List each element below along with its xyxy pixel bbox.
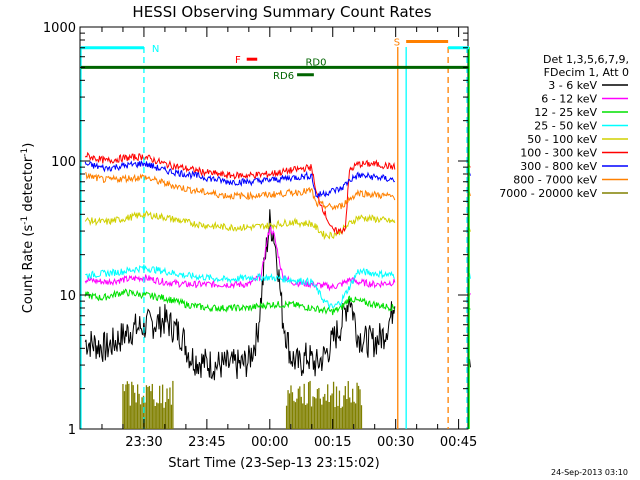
y-axis-label-part: -1 [20,216,30,225]
x-tick-label: 00:45 [440,435,477,450]
y-axis-label-part: Count Rate (s [21,225,36,314]
plot-frame [79,26,469,430]
flag-label: N [152,44,159,55]
footer-timestamp: 24-Sep-2013 03:10 [551,468,628,477]
chart-title: HESSI Observing Summary Count Rates [132,3,431,21]
x-tick-label: 23:30 [125,435,162,450]
legend-entry-label: 7000 - 20000 keV [499,187,597,200]
series-line [84,210,471,241]
axis-layer: 23:30 23:45 00:00 00:15 00:30 00:45 1 10 100 1000 [43,21,477,450]
y-axis-label: Count Rate (s-1 detector-1) [20,143,36,314]
legend-entry-label: 6 - 12 keV [541,93,597,106]
series-line [85,172,471,211]
legend-header: FDecim 1, Att 0 [544,66,629,79]
flag-label: F [235,55,241,66]
series-line [84,226,471,298]
flag-label: RD0 [305,57,326,68]
legend-entry-label: 50 - 100 keV [527,133,597,146]
legend-entry-label: 3 - 6 keV [548,79,597,92]
legend-entry-label: 12 - 25 keV [534,106,597,119]
legend-entry-label: 25 - 50 keV [534,120,597,133]
series-layer [84,151,471,429]
x-axis-label: Start Time (23-Sep-13 23:15:02) [168,456,379,471]
y-axis-label-part: detector [21,156,36,216]
series-line [84,159,471,199]
y-tick-label: 10 [59,289,76,304]
x-tick-label: 00:15 [314,435,351,450]
legend-entry-label: 300 - 800 keV [520,160,597,173]
x-tick-label: 00:00 [251,435,288,450]
flag-label: RD6 [273,71,294,82]
y-axis-label-part: -1 [20,148,30,157]
y-tick-label: 100 [51,155,76,170]
annotation-layer: N F RD0 RD6 S [80,37,470,429]
y-tick-label: 1 [68,423,76,438]
legend: Det 1,3,5,6,7,9,FDecim 1, Att 03 - 6 keV… [499,53,629,200]
flag-label: S [394,37,400,48]
x-tick-label: 23:45 [188,435,225,450]
y-tick-label: 1000 [43,21,76,36]
legend-entry-label: 100 - 300 keV [520,147,597,160]
y-axis-label-part: ) [21,143,36,148]
legend-entry-label: 800 - 7000 keV [513,174,597,187]
legend-header: Det 1,3,5,6,7,9, [543,53,629,66]
series-line [84,288,471,316]
x-tick-label: 00:30 [377,435,414,450]
